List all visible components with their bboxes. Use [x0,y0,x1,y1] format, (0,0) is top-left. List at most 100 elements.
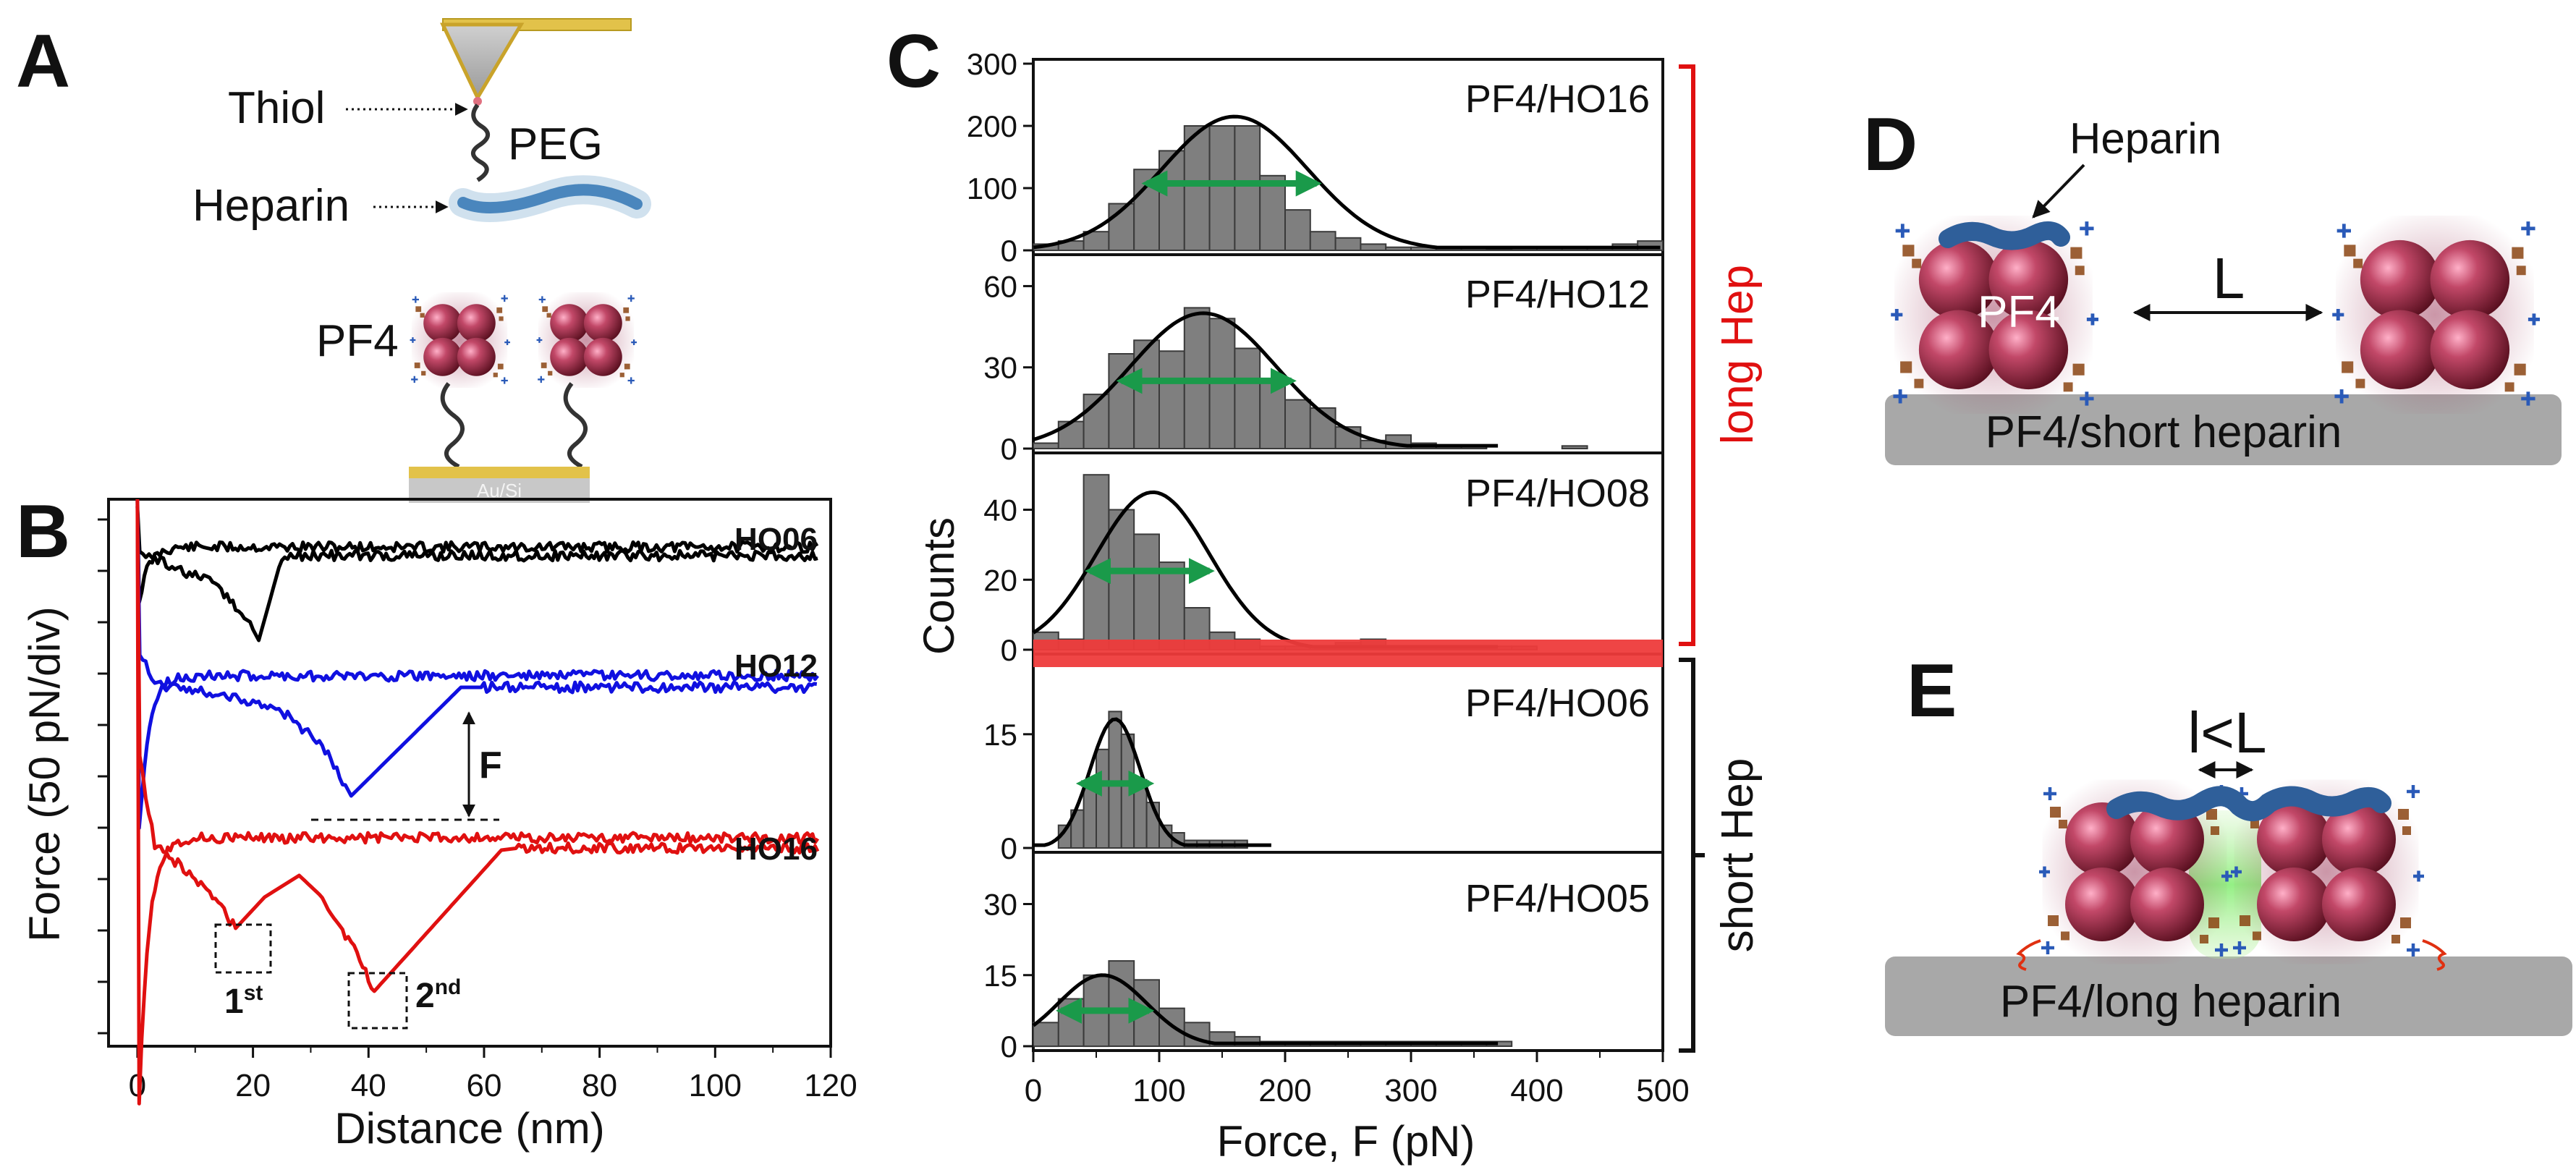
y-tick-label-c: 15 [983,718,1017,752]
surface-label-e: PF4/long heparin [2000,977,2342,1027]
y-tick-label-c: 100 [967,171,1017,205]
histogram-pf4-ho12: 0 30 60 PF4/HO12 [983,253,1664,466]
panel-d: D PF4/short heparin Heparin PF4 L [1863,103,2562,465]
histogram-bar [1234,347,1261,449]
trace-label-ho12: HO12 [734,648,818,684]
panel-e: E PF4/long heparin l<L [1885,649,2572,1036]
x-tick-label-b: 20 [235,1068,271,1103]
histogram-bar [1133,533,1160,651]
panel-letter-a: A [16,20,70,103]
panel-a: A Thiol PEG Heparin PF4 Au/Si [16,18,651,503]
x-tick-label-b: 80 [582,1068,617,1103]
histogram-bar [1334,426,1362,449]
histogram-bar [1133,339,1160,449]
long-heparin-chain [2106,786,2391,821]
x-tick-label-b: 60 [466,1068,501,1103]
x-tick-label-c: 400 [1510,1073,1563,1108]
trace-ho16 [135,499,820,1106]
histogram-bar [1360,243,1387,251]
heparin-label: Heparin [192,181,349,231]
rupture-box-2 [347,972,408,1030]
x-axis-title-b: Distance (nm) [334,1104,604,1153]
panel-b: B 0 20 40 60 80 100 120 HO06 HO12 HO16 F 1st 2… [16,490,857,1153]
y-tick-label-c: 0 [1001,633,1017,667]
y-tick-label-c: 0 [1001,1030,1017,1064]
y-tick-label-c: 300 [967,47,1017,81]
y-tick-label-c: 0 [1001,831,1017,865]
trace-ho12 [135,499,819,830]
y-tick-label-c: 0 [1001,432,1017,466]
histogram-pf4-ho08: 0 20 40 PF4/HO08 [983,451,1664,667]
gaussian-fit-curve [1033,717,1271,847]
histogram-bar [1108,710,1122,849]
histogram-bar [1284,399,1311,449]
histogram-pf4-ho16: 0 100 200 300 PF4/HO16 [967,47,1664,268]
x-ticks-c: 0 100 200 300 400 500 [1025,1051,1690,1108]
plot-frame-b [107,498,832,1048]
histogram-bar [1120,733,1135,849]
peg-label: PEG [508,119,603,169]
x-ticks-b: 0 20 40 60 80 100 120 [129,1046,857,1103]
histogram-bar [1133,779,1148,849]
panel-letter-d: D [1863,103,1918,187]
histogram-bar [1385,246,1412,252]
surface-label-d: PF4/short heparin [1986,407,2342,457]
thiol-label: Thiol [228,83,325,133]
x-tick-label-c: 300 [1384,1073,1437,1108]
histogram-bar [1057,998,1085,1047]
trace-label-ho16: HO16 [734,831,818,867]
force-magnitude-marker [311,711,499,821]
long-hep-bracket [1679,64,1695,646]
surface-long-heparin [1885,956,2572,1036]
gaussian-fit-curve [1033,114,1661,250]
histogram-bar [1309,231,1336,252]
heparin-label-d: Heparin [2069,114,2221,163]
panel-letter-e: E [1907,649,1957,733]
y-tick-label-c: 40 [983,493,1017,527]
histogram-pf4-ho05: 0 15 30 PF4/HO05 [983,851,1664,1064]
pf4-surface-illustration [409,291,637,503]
short-heparin-chain [1939,221,2070,250]
y-tick-label-c: 20 [983,563,1017,597]
heparin-pointer-d [2032,164,2085,219]
x-tick-label-c: 0 [1025,1073,1042,1108]
histogram-title: PF4/HO16 [1465,77,1650,121]
histogram-bar [1334,237,1362,251]
histogram-bar [1284,209,1311,252]
y-axis-title-b: Force (50 pN/div) [20,606,69,941]
trace-ho06 [135,499,819,642]
panel-letter-c: C [886,20,941,103]
histogram-bar [1096,748,1110,849]
x-tick-label-c: 500 [1636,1073,1689,1108]
force-traces [135,499,820,1106]
histogram-bar [1234,125,1261,251]
x-axis-title-c: Force, F (pN) [1217,1117,1475,1166]
distance-label-d: L [2213,246,2245,310]
x-tick-label-b: 120 [804,1068,857,1103]
y-tick-label-c: 15 [983,959,1017,993]
gaussian-fit-curve [1033,311,1499,448]
x-tick-label-c: 100 [1132,1073,1185,1108]
histogram-title: PF4/HO06 [1465,682,1650,725]
rupture-box-1 [214,923,272,974]
histogram-bar [1259,380,1286,450]
y-ticks-b [98,518,109,1035]
histogram-title: PF4/HO05 [1465,877,1650,920]
histogram-bar [1183,125,1211,251]
zero-force-band [1033,640,1663,667]
gaussian-fit-curve [1032,973,1499,1045]
x-tick-label-b: 40 [351,1068,386,1103]
afm-tip-illustration [440,18,651,223]
panel-letter-b: B [16,490,70,574]
y-axis-title-c: Counts [915,517,963,655]
histogram-bar [1033,442,1059,449]
y-tick-label-c: 0 [1001,234,1017,268]
histogram-title: PF4/HO08 [1465,472,1650,515]
force-marker-label: F [479,745,502,786]
histogram-bar [1561,445,1588,449]
trace-label-ho06: HO06 [734,522,818,557]
x-tick-label-c: 200 [1258,1073,1311,1108]
